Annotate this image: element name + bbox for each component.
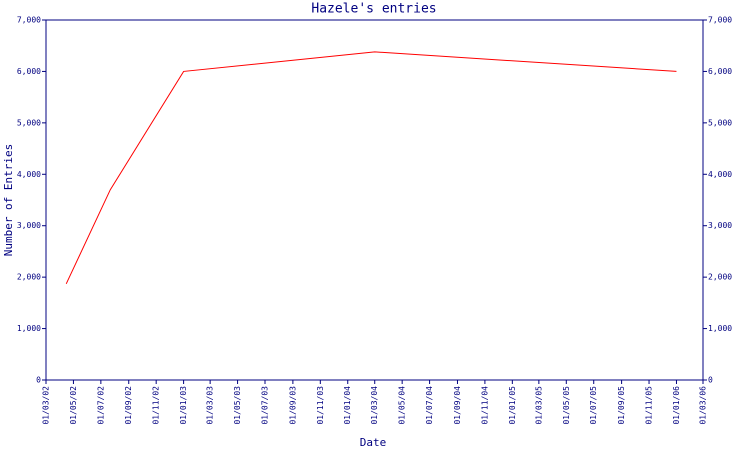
y2-tick-label: 7,000: [708, 16, 732, 25]
y-tick-label: 2,000: [17, 273, 41, 282]
y2-tick-label: 2,000: [708, 273, 732, 282]
x-tick-label: 01/09/05: [617, 386, 626, 425]
x-tick-label: 01/05/02: [69, 386, 78, 425]
x-tick-label: 01/11/02: [152, 386, 161, 425]
y-axis-label: Number of Entries: [2, 144, 15, 257]
x-tick-label: 01/05/05: [562, 386, 571, 425]
y2-tick-label: 4,000: [708, 170, 732, 179]
x-tick-label: 01/05/04: [398, 386, 407, 425]
y-tick-label: 7,000: [17, 16, 41, 25]
x-axis-label: Date: [360, 436, 387, 449]
x-tick-label: 01/09/02: [124, 386, 133, 425]
y-tick-label: 4,000: [17, 170, 41, 179]
chart-title: Hazele's entries: [311, 2, 436, 17]
y2-tick-label: 3,000: [708, 221, 732, 230]
y2-tick-label: 6,000: [708, 67, 732, 76]
x-tick-label: 01/01/04: [343, 386, 352, 425]
y2-tick-label: 5,000: [708, 118, 732, 127]
x-tick-label: 01/03/05: [534, 386, 543, 425]
x-tick-label: 01/05/03: [233, 386, 242, 425]
y-tick-label: 5,000: [17, 118, 41, 127]
x-tick-label: 01/11/04: [480, 386, 489, 425]
x-tick-label: 01/01/03: [179, 386, 188, 425]
x-tick-label: 01/11/05: [645, 386, 654, 425]
data-line: [65, 51, 677, 285]
x-tick-label: 01/01/05: [508, 386, 517, 425]
x-tick-label: 01/11/03: [316, 386, 325, 425]
y-tick-label: 3,000: [17, 221, 41, 230]
x-tick-label: 01/07/04: [425, 386, 434, 425]
y2-tick-label: 1,000: [708, 324, 732, 333]
x-tick-label: 01/01/06: [672, 386, 681, 425]
x-tick-label: 01/03/06: [699, 386, 708, 425]
x-tick-label: 01/03/03: [206, 386, 215, 425]
x-tick-label: 01/09/03: [288, 386, 297, 425]
x-tick-label: 01/07/02: [96, 386, 105, 425]
x-tick-label: 01/09/04: [453, 386, 462, 425]
x-tick-label: 01/07/03: [261, 386, 270, 425]
y-tick-label: 0: [36, 376, 41, 385]
y-tick-label: 1,000: [17, 324, 41, 333]
plot-frame: [45, 19, 704, 381]
x-tick-label: 01/03/04: [370, 386, 379, 425]
x-tick-label: 01/03/02: [42, 386, 51, 425]
x-tick-label: 01/07/05: [589, 386, 598, 425]
y-tick-label: 6,000: [17, 67, 41, 76]
y2-tick-label: 0: [708, 376, 713, 385]
